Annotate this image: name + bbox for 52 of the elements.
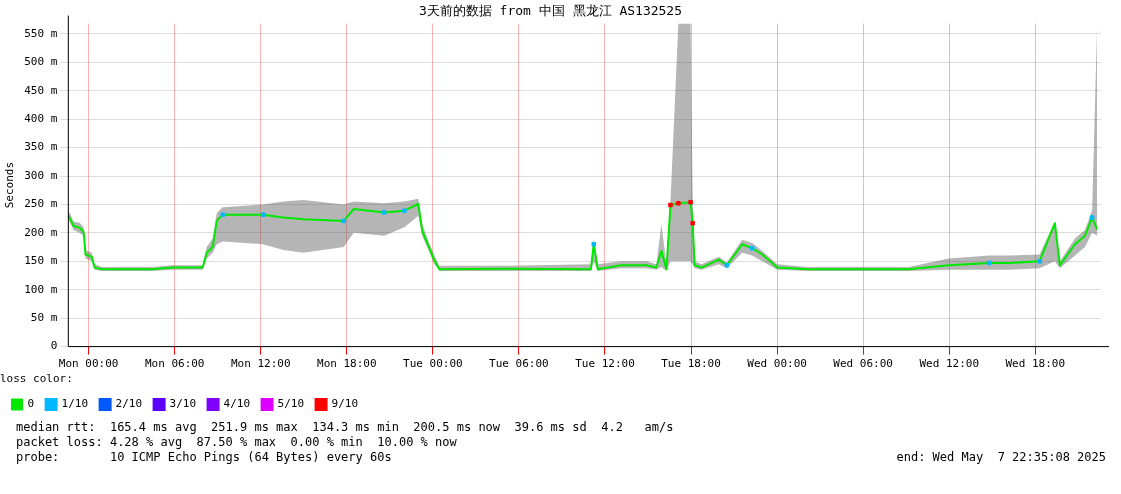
x-tick-label: Tue 18:00 bbox=[661, 357, 721, 371]
y-axis-title: Seconds bbox=[3, 161, 17, 209]
x-tick-label: Mon 18:00 bbox=[317, 357, 377, 371]
y-tick-label: 450 m bbox=[24, 83, 58, 97]
x-tick-label: Tue 00:00 bbox=[403, 357, 463, 371]
y-tick-label: 350 m bbox=[24, 140, 58, 154]
point bbox=[690, 220, 695, 226]
x-tick-label: Wed 06:00 bbox=[833, 357, 893, 371]
y-tick-label: 300 m bbox=[24, 168, 58, 182]
legend-label: 3/10 bbox=[169, 397, 197, 411]
x-tick-label: Mon 00:00 bbox=[58, 357, 119, 371]
point bbox=[1037, 259, 1042, 264]
legend-label: 2/10 bbox=[115, 397, 143, 411]
x-tick-label: Mon 06:00 bbox=[144, 357, 205, 371]
x-tick-label: Wed 18:00 bbox=[1005, 357, 1066, 371]
point bbox=[341, 218, 346, 224]
y-tick-label: 50 m bbox=[30, 311, 58, 325]
legend-label: 5/10 bbox=[277, 397, 305, 411]
text: packet loss: 4.28 % avg 87.50 % max 0.00 % min 10.00 % now bbox=[16, 435, 458, 450]
y-tick-label: 100 m bbox=[24, 282, 58, 296]
point bbox=[402, 208, 407, 213]
chart-title: 3天前的数据 from 中国 黑龙江 AS132525 bbox=[418, 3, 683, 19]
point bbox=[1089, 215, 1095, 220]
y-tick-label: 400 m bbox=[24, 111, 58, 125]
y-tick-label: 250 m bbox=[24, 197, 58, 211]
point bbox=[749, 245, 755, 251]
x-tick-label: Tue 12:00 bbox=[575, 357, 635, 371]
y-tick-label: 200 m bbox=[24, 225, 58, 239]
point bbox=[986, 260, 992, 266]
point bbox=[591, 241, 597, 247]
point bbox=[260, 212, 266, 217]
legend-title: loss color: bbox=[0, 372, 73, 386]
text: median rtt: 165.4 ms avg 251.9 ms max 134.3 ms min 200.5 ms now 39.6 ms sd 4.2 am/s bbox=[16, 420, 675, 435]
point bbox=[688, 199, 693, 205]
x-tick-label: Tue 06:00 bbox=[489, 357, 549, 371]
point bbox=[676, 201, 681, 206]
point bbox=[220, 212, 226, 217]
point bbox=[381, 210, 387, 215]
text: probe: 10 ICMP Echo Pings (64 Bytes) every 60s bbox=[16, 450, 392, 464]
legend-label: 4/10 bbox=[223, 397, 251, 411]
y-tick-label: 150 m bbox=[24, 254, 58, 268]
y-tick-label: 550 m bbox=[24, 26, 58, 40]
x-tick-label: Wed 12:00 bbox=[919, 357, 980, 371]
x-tick-label: Wed 00:00 bbox=[747, 357, 807, 371]
legend-label: 1/10 bbox=[61, 397, 89, 411]
legend-label: 9/10 bbox=[331, 397, 359, 411]
y-tick-label: 500 m bbox=[24, 55, 58, 69]
text: end: Wed May 7 22:35:08 2025 bbox=[896, 450, 1106, 465]
x-tick-label: Mon 12:00 bbox=[230, 357, 291, 371]
point bbox=[668, 202, 673, 208]
y-tick-label: 0 bbox=[50, 339, 58, 353]
point bbox=[724, 263, 730, 268]
